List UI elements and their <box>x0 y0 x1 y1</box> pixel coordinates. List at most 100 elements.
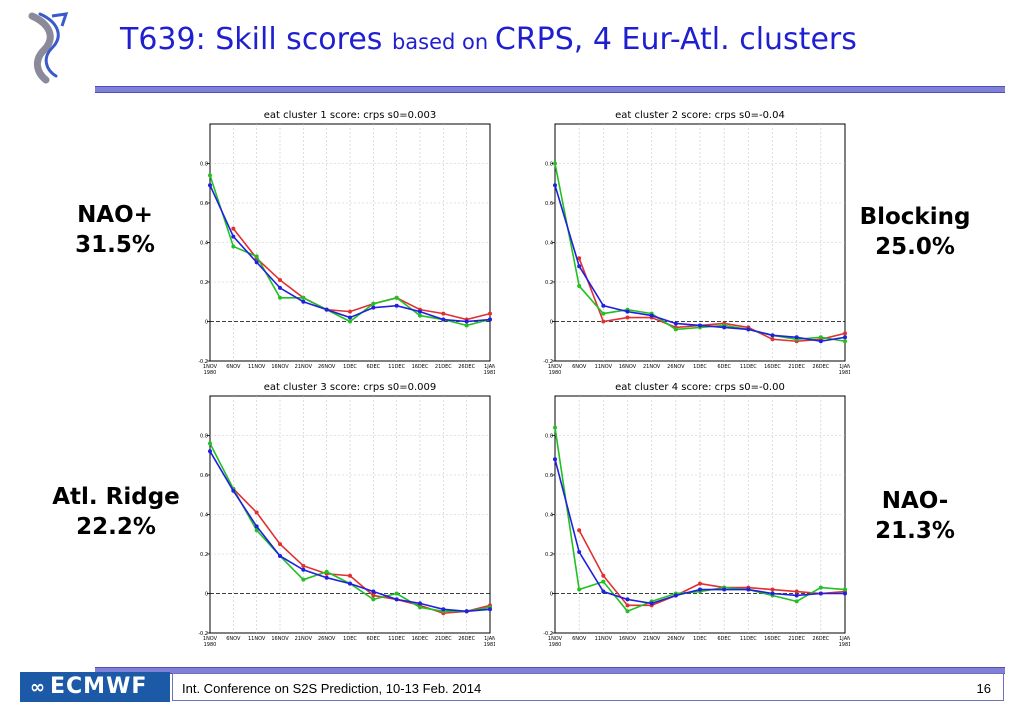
y-tick-label: -0.2 <box>198 631 208 637</box>
data-point-green <box>601 579 606 584</box>
x-tick-label: 11NOV <box>595 636 613 642</box>
chart-cluster-4: eat cluster 4 score: crps s0=-0.00 -0.2 0 0… <box>543 382 850 648</box>
x-tick-label: 16NOV <box>271 636 289 642</box>
chart-cluster-2: eat cluster 2 score: crps s0=-0.04 -0.2 0 0… <box>543 110 850 376</box>
data-point-blue <box>301 299 306 304</box>
x-tick-label-year: 1980 <box>549 370 562 376</box>
x-tick-label: 21DEC <box>435 364 452 370</box>
data-point-blue <box>577 264 582 269</box>
x-tick-label: 1NOV <box>203 364 218 370</box>
data-point-red <box>488 311 492 316</box>
data-point-blue <box>231 488 236 493</box>
data-point-blue <box>698 323 702 328</box>
data-point-blue <box>818 339 823 344</box>
data-point-green <box>625 609 630 614</box>
footer-text: Int. Conference on S2S Prediction, 10-13… <box>182 681 482 696</box>
data-point-green <box>553 161 557 166</box>
data-point-red <box>348 309 352 314</box>
label-cluster-4-pct: 21.3% <box>875 518 955 544</box>
data-point-blue <box>843 335 847 340</box>
y-tick-label: 0.2 <box>200 552 208 558</box>
y-tick-label: 0 <box>550 320 553 326</box>
chart-title: eat cluster 3 score: crps s0=0.009 <box>264 382 436 393</box>
data-point-green <box>673 327 678 332</box>
data-point-green <box>553 425 557 430</box>
data-point-blue <box>418 601 422 606</box>
y-tick-label: 0.6 <box>200 473 208 479</box>
y-tick-label: 0 <box>550 592 553 598</box>
data-point-blue <box>698 587 702 592</box>
data-point-blue <box>794 593 799 598</box>
x-tick-label: 1JAN <box>484 364 495 370</box>
data-point-blue <box>770 591 775 596</box>
y-tick-label: 0.4 <box>545 241 553 247</box>
data-point-green <box>577 587 582 592</box>
data-point-green <box>843 339 847 344</box>
data-point-blue <box>625 597 630 602</box>
data-point-blue <box>722 587 727 592</box>
x-tick-label: 1NOV <box>548 364 563 370</box>
x-tick-label: 16NOV <box>619 364 637 370</box>
x-tick-label-year: 1980 <box>204 642 217 648</box>
data-point-blue <box>649 313 654 318</box>
x-tick-label: 1NOV <box>548 636 563 642</box>
x-tick-label: 26DEC <box>458 364 475 370</box>
x-tick-label: 6NOV <box>226 364 241 370</box>
data-point-blue <box>394 597 399 602</box>
data-point-blue <box>601 589 606 594</box>
x-tick-label: 6DEC <box>366 636 380 642</box>
data-point-blue <box>441 317 446 322</box>
data-point-blue <box>371 305 376 310</box>
x-tick-label: 26DEC <box>458 636 475 642</box>
x-tick-label: 16DEC <box>412 636 429 642</box>
y-tick-label: 0 <box>205 592 208 598</box>
x-tick-label: 26NOV <box>667 636 685 642</box>
data-point-green <box>464 323 469 328</box>
x-tick-label-year: 1981 <box>839 642 850 648</box>
data-point-blue <box>441 607 446 612</box>
data-point-green <box>843 587 847 592</box>
data-point-blue <box>208 449 212 454</box>
x-tick-label: 21NOV <box>295 364 313 370</box>
data-point-red <box>770 337 775 342</box>
x-tick-label: 1DEC <box>693 364 707 370</box>
x-tick-label-year: 1981 <box>839 370 850 376</box>
data-point-blue <box>625 309 630 314</box>
x-tick-label: 16NOV <box>619 636 637 642</box>
data-point-blue <box>843 591 847 596</box>
data-point-red <box>371 593 376 598</box>
series-line-red <box>232 228 491 321</box>
x-tick-label: 1DEC <box>693 636 707 642</box>
x-tick-label: 1JAN <box>484 636 495 642</box>
x-tick-label: 6DEC <box>366 364 380 370</box>
data-point-blue <box>746 327 751 332</box>
ecmwf-mark-icon: ∞ <box>30 677 46 698</box>
x-tick-label: 6DEC <box>717 636 731 642</box>
data-point-blue <box>649 601 654 606</box>
data-point-green <box>348 319 352 324</box>
data-point-red <box>601 573 606 578</box>
x-tick-label: 16DEC <box>764 636 781 642</box>
label-cluster-3: Atl. Ridge 22.2% <box>36 482 196 542</box>
data-point-green <box>371 301 376 306</box>
data-point-blue <box>254 260 259 265</box>
ecmwf-logo-text: ECMWF <box>50 674 148 699</box>
y-tick-label: 0.6 <box>545 201 553 207</box>
x-tick-label: 26DEC <box>812 636 829 642</box>
y-tick-label: 0.2 <box>545 280 553 286</box>
data-point-blue <box>231 234 236 239</box>
x-tick-label: 21DEC <box>788 636 805 642</box>
data-point-red <box>348 573 352 578</box>
data-point-green <box>324 569 329 574</box>
ecmwf-swirl-logo-icon <box>28 12 69 84</box>
x-tick-label: 26NOV <box>318 364 336 370</box>
y-tick-label: -0.2 <box>198 359 208 365</box>
label-cluster-4: NAO- 21.3% <box>860 486 970 546</box>
data-point-green <box>418 605 422 610</box>
data-point-blue <box>577 550 582 555</box>
page-number: 16 <box>976 681 991 696</box>
data-point-blue <box>348 581 352 586</box>
chart-title: eat cluster 2 score: crps s0=-0.04 <box>615 110 785 121</box>
data-point-blue <box>601 303 606 308</box>
x-tick-label: 6NOV <box>572 364 587 370</box>
